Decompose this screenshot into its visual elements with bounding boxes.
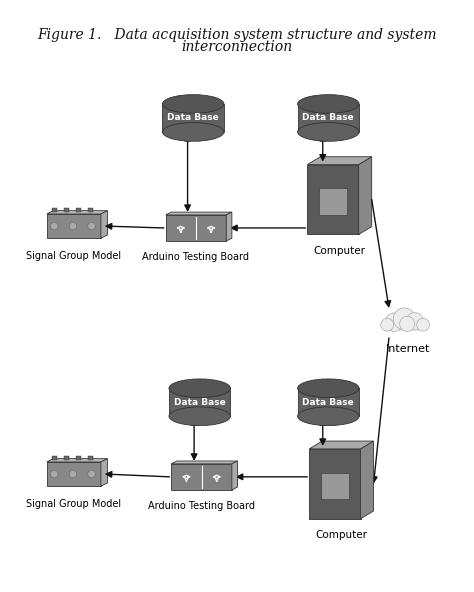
Text: Signal Group Model: Signal Group Model: [27, 251, 121, 261]
FancyBboxPatch shape: [47, 214, 101, 238]
FancyBboxPatch shape: [53, 456, 57, 460]
Text: Arduino Testing Board: Arduino Testing Board: [143, 252, 249, 262]
FancyBboxPatch shape: [298, 388, 359, 416]
Circle shape: [69, 223, 77, 230]
Text: Data Base: Data Base: [302, 398, 354, 407]
Polygon shape: [309, 441, 374, 449]
Polygon shape: [359, 157, 372, 234]
FancyBboxPatch shape: [385, 321, 427, 332]
Text: Data Base: Data Base: [174, 398, 226, 407]
Circle shape: [393, 308, 415, 330]
FancyBboxPatch shape: [166, 215, 226, 241]
FancyBboxPatch shape: [64, 456, 69, 460]
FancyBboxPatch shape: [88, 208, 93, 212]
FancyBboxPatch shape: [298, 104, 359, 132]
Ellipse shape: [163, 123, 224, 141]
Polygon shape: [171, 461, 237, 464]
Polygon shape: [47, 211, 108, 214]
Circle shape: [69, 470, 77, 478]
Polygon shape: [101, 211, 108, 238]
Polygon shape: [307, 157, 372, 165]
FancyBboxPatch shape: [88, 456, 93, 460]
FancyBboxPatch shape: [307, 165, 359, 234]
FancyBboxPatch shape: [64, 208, 69, 212]
Polygon shape: [101, 459, 108, 486]
Polygon shape: [361, 441, 374, 519]
Text: Data Base: Data Base: [167, 114, 219, 123]
FancyBboxPatch shape: [76, 208, 81, 212]
Text: Internet: Internet: [385, 343, 430, 353]
Circle shape: [406, 313, 423, 330]
Ellipse shape: [169, 407, 230, 426]
FancyBboxPatch shape: [309, 449, 361, 519]
Text: Computer: Computer: [315, 530, 367, 540]
Text: Figure 1.   Data acquisition system structure and system: Figure 1. Data acquisition system struct…: [37, 28, 437, 41]
Ellipse shape: [298, 95, 359, 113]
Ellipse shape: [298, 379, 359, 398]
FancyBboxPatch shape: [169, 388, 230, 416]
FancyBboxPatch shape: [319, 188, 347, 215]
Text: Data Base: Data Base: [302, 114, 354, 123]
Circle shape: [88, 223, 95, 230]
Text: Arduino Testing Board: Arduino Testing Board: [148, 501, 255, 511]
Text: Computer: Computer: [313, 246, 365, 256]
FancyBboxPatch shape: [76, 456, 81, 460]
Circle shape: [51, 223, 58, 230]
FancyBboxPatch shape: [53, 208, 57, 212]
Polygon shape: [226, 212, 232, 241]
Ellipse shape: [163, 95, 224, 113]
Circle shape: [417, 318, 429, 331]
FancyBboxPatch shape: [163, 104, 224, 132]
Polygon shape: [166, 212, 232, 215]
Ellipse shape: [169, 379, 230, 398]
Ellipse shape: [298, 407, 359, 426]
Text: interconnection: interconnection: [182, 40, 292, 54]
Polygon shape: [47, 459, 108, 462]
Polygon shape: [232, 461, 237, 490]
FancyBboxPatch shape: [171, 464, 232, 490]
Circle shape: [51, 470, 58, 478]
Ellipse shape: [298, 123, 359, 141]
FancyBboxPatch shape: [321, 472, 349, 499]
FancyBboxPatch shape: [47, 462, 101, 486]
Text: Signal Group Model: Signal Group Model: [27, 499, 121, 509]
Circle shape: [381, 318, 393, 331]
Circle shape: [88, 470, 95, 478]
Circle shape: [400, 316, 415, 332]
Circle shape: [385, 313, 404, 332]
